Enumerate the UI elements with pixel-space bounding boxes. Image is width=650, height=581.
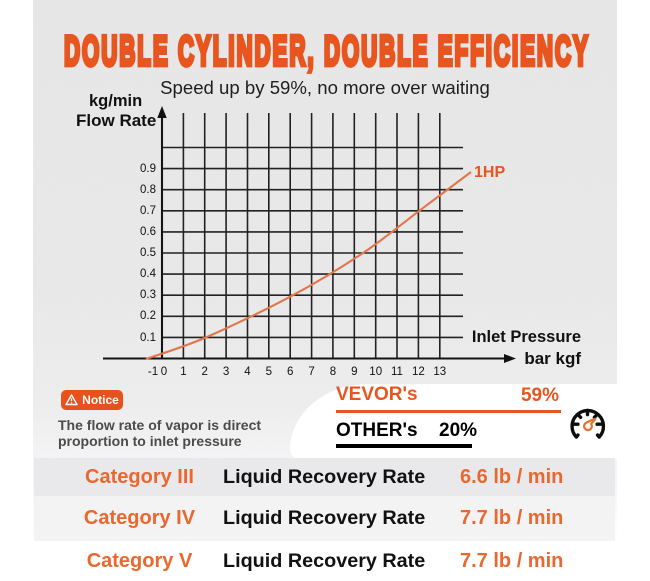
svg-text:0: 0 — [161, 366, 167, 378]
svg-text:5: 5 — [266, 366, 272, 378]
svg-text:4: 4 — [244, 366, 251, 378]
svg-text:8: 8 — [330, 366, 336, 378]
svg-text:0.4: 0.4 — [140, 268, 157, 280]
svg-text:12: 12 — [412, 366, 425, 378]
svg-text:0.6: 0.6 — [140, 226, 156, 238]
svg-text:0.9: 0.9 — [140, 163, 156, 175]
svg-text:7: 7 — [308, 366, 314, 378]
svg-text:0.3: 0.3 — [140, 289, 156, 301]
svg-text:2: 2 — [201, 366, 207, 378]
svg-text:DOUBLE CYLINDER, DOUBLE EFFICI: DOUBLE CYLINDER, DOUBLE EFFICIENCY — [64, 29, 590, 75]
svg-text:0.8: 0.8 — [140, 184, 156, 196]
svg-text:0.7: 0.7 — [140, 205, 156, 217]
svg-text:10: 10 — [369, 366, 382, 378]
svg-text:0.2: 0.2 — [140, 310, 156, 322]
svg-text:6: 6 — [287, 366, 293, 378]
svg-text:9: 9 — [351, 366, 357, 378]
svg-text:3: 3 — [223, 366, 229, 378]
svg-text:0.1: 0.1 — [140, 332, 156, 344]
svg-text:-1: -1 — [148, 366, 158, 378]
svg-text:11: 11 — [391, 366, 403, 378]
svg-text:1HP: 1HP — [474, 164, 505, 181]
svg-text:1: 1 — [180, 366, 186, 378]
svg-text:0.5: 0.5 — [140, 247, 156, 259]
svg-text:13: 13 — [433, 366, 446, 378]
